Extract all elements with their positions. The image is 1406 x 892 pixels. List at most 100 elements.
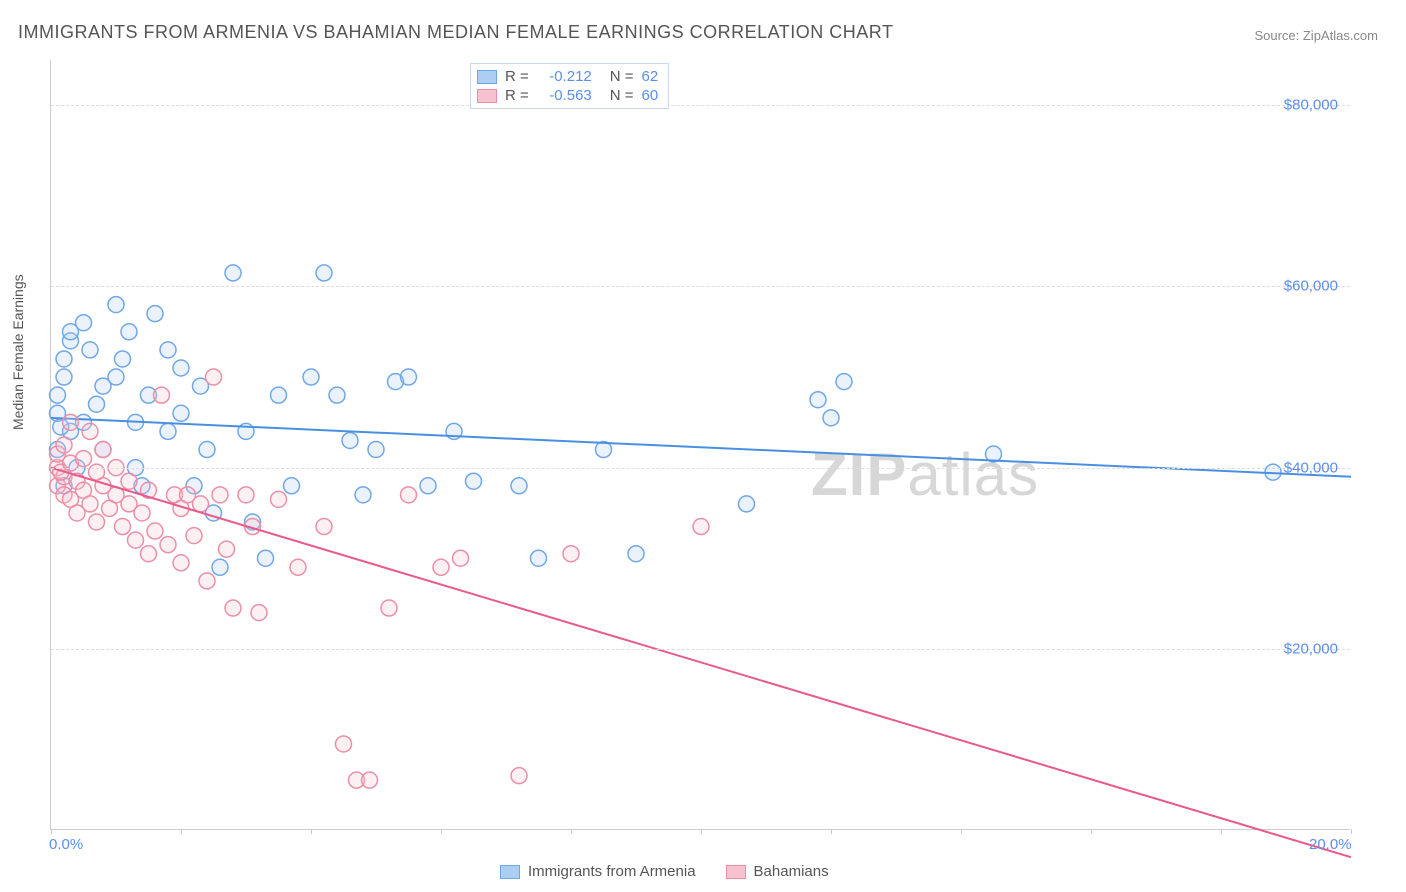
- data-point: [284, 478, 300, 494]
- data-point: [290, 559, 306, 575]
- data-point: [173, 405, 189, 421]
- data-point: [160, 537, 176, 553]
- data-point: [108, 297, 124, 313]
- y-tick-label: $80,000: [1284, 97, 1338, 114]
- gridline: [51, 105, 1350, 106]
- data-point: [401, 487, 417, 503]
- data-point: [160, 423, 176, 439]
- data-point: [199, 573, 215, 589]
- x-tick-label: 0.0%: [49, 836, 83, 853]
- scatter-svg: [51, 60, 1350, 829]
- data-point: [225, 600, 241, 616]
- x-tick-mark: [181, 829, 182, 834]
- data-point: [225, 265, 241, 281]
- x-tick-mark: [311, 829, 312, 834]
- legend-item: Bahamians: [726, 863, 829, 880]
- data-point: [271, 387, 287, 403]
- data-point: [173, 360, 189, 376]
- y-axis-label: Median Female Earnings: [10, 274, 26, 430]
- n-value: 62: [642, 68, 659, 85]
- data-point: [147, 523, 163, 539]
- data-point: [134, 505, 150, 521]
- data-point: [160, 342, 176, 358]
- data-point: [433, 559, 449, 575]
- data-point: [316, 265, 332, 281]
- data-point: [739, 496, 755, 512]
- legend-row: R =-0.563N =60: [477, 86, 658, 105]
- data-point: [693, 519, 709, 535]
- data-point: [121, 324, 137, 340]
- y-tick-label: $60,000: [1284, 278, 1338, 295]
- gridline: [51, 286, 1350, 287]
- data-point: [193, 496, 209, 512]
- data-point: [154, 387, 170, 403]
- data-point: [89, 514, 105, 530]
- legend-swatch: [726, 865, 746, 879]
- data-point: [368, 442, 384, 458]
- data-point: [56, 437, 72, 453]
- x-tick-mark: [701, 829, 702, 834]
- data-point: [82, 423, 98, 439]
- y-tick-label: $20,000: [1284, 640, 1338, 657]
- data-point: [95, 442, 111, 458]
- gridline: [51, 468, 1350, 469]
- data-point: [420, 478, 436, 494]
- data-point: [336, 736, 352, 752]
- data-point: [212, 559, 228, 575]
- data-point: [186, 528, 202, 544]
- data-point: [355, 487, 371, 503]
- data-point: [329, 387, 345, 403]
- data-point: [466, 473, 482, 489]
- legend-swatch: [500, 865, 520, 879]
- data-point: [128, 532, 144, 548]
- data-point: [108, 369, 124, 385]
- data-point: [628, 546, 644, 562]
- data-point: [82, 342, 98, 358]
- legend-item: Immigrants from Armenia: [500, 863, 696, 880]
- data-point: [76, 451, 92, 467]
- data-point: [511, 478, 527, 494]
- source-name: ZipAtlas.com: [1303, 28, 1378, 43]
- data-point: [121, 473, 137, 489]
- r-value: -0.212: [537, 68, 592, 85]
- legend-row: R =-0.212N =62: [477, 67, 658, 86]
- data-point: [56, 351, 72, 367]
- data-point: [238, 487, 254, 503]
- series-legend: Immigrants from Armenia Bahamians: [500, 863, 829, 880]
- source-prefix: Source:: [1254, 28, 1302, 43]
- data-point: [271, 491, 287, 507]
- x-tick-label: 20.0%: [1309, 836, 1352, 853]
- x-tick-mark: [51, 829, 52, 834]
- data-point: [258, 550, 274, 566]
- data-point: [511, 768, 527, 784]
- data-point: [316, 519, 332, 535]
- data-point: [76, 315, 92, 331]
- source-attribution: Source: ZipAtlas.com: [1254, 28, 1378, 43]
- r-label: R =: [505, 87, 529, 104]
- legend-swatch: [477, 89, 497, 103]
- data-point: [836, 374, 852, 390]
- data-point: [401, 369, 417, 385]
- data-point: [50, 387, 66, 403]
- legend-label: Bahamians: [754, 863, 829, 880]
- correlation-legend: R = -0.212 N = 62R =-0.563N =60: [470, 63, 669, 109]
- data-point: [563, 546, 579, 562]
- x-tick-mark: [441, 829, 442, 834]
- gridline: [51, 649, 1350, 650]
- data-point: [56, 369, 72, 385]
- data-point: [823, 410, 839, 426]
- data-point: [212, 487, 228, 503]
- legend-label: Immigrants from Armenia: [528, 863, 696, 880]
- data-point: [381, 600, 397, 616]
- data-point: [115, 351, 131, 367]
- n-label: N =: [610, 68, 634, 85]
- x-tick-mark: [1351, 829, 1352, 834]
- n-label: N =: [610, 87, 634, 104]
- data-point: [206, 369, 222, 385]
- chart-plot-area: ZIPatlas $20,000$40,000$60,000$80,0000.0…: [50, 60, 1350, 830]
- x-tick-mark: [1091, 829, 1092, 834]
- data-point: [173, 555, 189, 571]
- data-point: [63, 414, 79, 430]
- data-point: [219, 541, 235, 557]
- chart-title: IMMIGRANTS FROM ARMENIA VS BAHAMIAN MEDI…: [18, 22, 893, 43]
